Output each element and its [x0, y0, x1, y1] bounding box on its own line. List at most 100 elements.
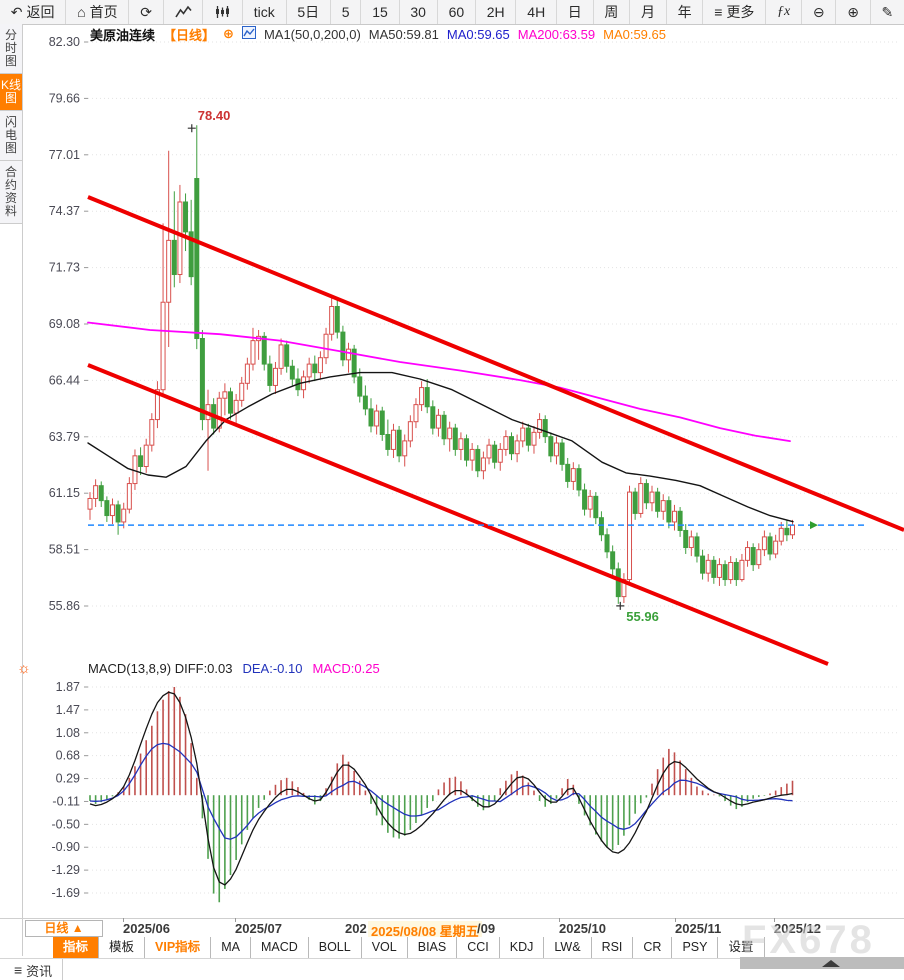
home-button[interactable]: ⌂ 首页	[66, 0, 130, 24]
tab-indicators[interactable]: 指标	[53, 937, 100, 958]
interval-30[interactable]: 30	[400, 0, 438, 24]
draw-button[interactable]: ✎	[871, 0, 904, 24]
candle-body	[711, 559, 717, 578]
candle-body	[480, 457, 486, 472]
candle-body	[98, 485, 104, 502]
tab-bias[interactable]: BIAS	[407, 937, 458, 958]
candle-body	[109, 504, 115, 517]
interval-5d-label: 5日	[297, 4, 320, 20]
candle-body	[312, 363, 318, 374]
interval-week[interactable]: 周	[594, 0, 631, 24]
interval-day[interactable]: 日	[557, 0, 594, 24]
tab-vol[interactable]: VOL	[361, 937, 408, 958]
tab-macd[interactable]: MACD	[250, 937, 309, 958]
interval-week-label: 周	[604, 4, 619, 20]
candle-body	[761, 536, 767, 551]
candle-body	[525, 427, 531, 446]
x-axis-label-2: 202	[345, 921, 367, 936]
news-list-icon: ≡	[14, 962, 23, 978]
tab-kline-chart[interactable]: K线图	[0, 74, 22, 111]
interval-15[interactable]: 15	[361, 0, 400, 24]
tab-time-chart[interactable]: 分时图	[0, 24, 22, 74]
interval-5[interactable]: 5	[331, 0, 362, 24]
period-dropdown[interactable]: 日线 ▲	[25, 920, 103, 937]
candle-body	[756, 549, 762, 566]
tab-cci[interactable]: CCI	[457, 937, 500, 958]
tab-ma[interactable]: MA	[211, 937, 251, 958]
candle-body	[576, 468, 582, 491]
home-icon: ⌂	[77, 4, 86, 20]
x-axis-label-0: 2025/06	[123, 918, 170, 936]
tab-boll[interactable]: BOLL	[308, 937, 362, 958]
candle-body	[452, 427, 458, 450]
fx-icon: ƒx	[777, 4, 791, 19]
zoom-in-button[interactable]: ⊕	[836, 0, 871, 24]
candle-body	[790, 524, 795, 536]
candle-body	[323, 333, 329, 359]
back-arrow-icon: ↶	[10, 4, 23, 20]
tab-cr[interactable]: CR	[633, 937, 673, 958]
macd-tick-label: 0.68	[56, 749, 80, 763]
panel-expander[interactable]	[740, 957, 904, 969]
tab-lw[interactable]: LW&	[544, 937, 592, 958]
news-tab[interactable]: ≡ 资讯	[0, 959, 64, 980]
candle-body	[688, 536, 694, 549]
candle-body	[340, 331, 346, 361]
macd-tick-label: -1.29	[52, 863, 81, 877]
more-button[interactable]: ≡ 更多	[703, 0, 767, 24]
tab-settings[interactable]: 设置	[718, 937, 765, 958]
tab-rsi[interactable]: RSI	[591, 937, 634, 958]
interval-60[interactable]: 60	[438, 0, 476, 24]
ma200-line	[87, 321, 791, 443]
candle-body	[317, 357, 323, 374]
candle-body	[469, 448, 475, 461]
zoom-out-button[interactable]: ⊖	[802, 0, 837, 24]
interval-tick[interactable]: tick	[243, 0, 287, 24]
low-cross-marker	[616, 601, 625, 610]
tab-contract-info[interactable]: 合约资料	[0, 161, 22, 224]
formula-button[interactable]: ƒx	[766, 0, 803, 24]
candle-body	[722, 564, 728, 581]
interval-month[interactable]: 月	[630, 0, 667, 24]
macd-tick-label: 1.08	[56, 726, 80, 740]
back-button[interactable]: ↶ 返回	[0, 0, 67, 24]
candle-body	[233, 399, 239, 414]
candle-body	[143, 444, 149, 467]
indicator-settings-icon[interactable]: ☼	[17, 660, 31, 677]
candle-body	[542, 419, 548, 438]
candle-body	[464, 438, 470, 461]
ma-value-0: MA50:59.81	[368, 26, 439, 42]
candle-body	[784, 527, 790, 536]
candlestick-button[interactable]	[203, 0, 243, 24]
candle-body	[649, 491, 655, 504]
main-chart[interactable]: 82.30 79.66 77.01 74.37 71.73 69.08 66.44 63.79…	[22, 24, 904, 918]
ma50-line	[87, 371, 794, 523]
candle-body	[683, 529, 689, 549]
candle-body	[199, 338, 205, 421]
interval-2h[interactable]: 2H	[476, 0, 517, 24]
tab-kdj[interactable]: KDJ	[499, 937, 545, 958]
candle-body	[520, 427, 526, 442]
line-chart-button[interactable]	[164, 0, 204, 24]
candle-body	[593, 495, 599, 519]
trendline-lower	[87, 363, 829, 666]
candle-body	[666, 500, 672, 523]
tab-vip-indicators[interactable]: VIP指标	[145, 937, 212, 958]
add-indicator-icon[interactable]: ⊕	[223, 26, 234, 41]
interval-5d[interactable]: 5日	[287, 0, 331, 24]
interval-4h[interactable]: 4H	[516, 0, 557, 24]
crosshair-date-label: 2025/08/08 星期五	[368, 921, 482, 940]
candle-body	[357, 376, 363, 397]
back-button-label: 返回	[26, 4, 55, 20]
x-axis-label-1: 2025/07	[235, 918, 282, 936]
macd-tick-label: -0.50	[52, 817, 81, 831]
high-cross-marker	[187, 124, 196, 133]
tab-templates[interactable]: 模板	[99, 937, 146, 958]
expand-up-icon	[822, 960, 840, 967]
refresh-button[interactable]: ⟳	[129, 0, 164, 24]
tab-lightning-chart[interactable]: 闪电图	[0, 111, 22, 161]
interval-year[interactable]: 年	[667, 0, 704, 24]
candle-body	[447, 427, 453, 440]
interval-tick-label: tick	[253, 4, 275, 20]
tab-psy[interactable]: PSY	[672, 937, 719, 958]
